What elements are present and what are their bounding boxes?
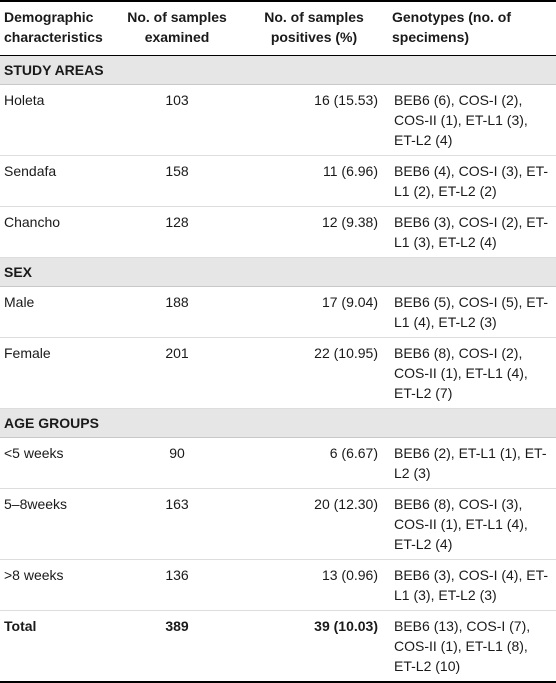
header-demographic: Demographic characteristics xyxy=(0,0,114,56)
row-label: 5–8weeks xyxy=(0,488,114,560)
table-row: Female 201 22 (10.95) BEB6 (8), COS-I (2… xyxy=(0,337,556,409)
row-positives: 13 (0.96) xyxy=(240,559,388,611)
row-genotypes: BEB6 (2), ET-L1 (1), ET-L2 (3) xyxy=(388,437,556,489)
table-row: >8 weeks 136 13 (0.96) BEB6 (3), COS-I (… xyxy=(0,559,556,611)
row-positives: 16 (15.53) xyxy=(240,84,388,156)
table-row: Male 188 17 (9.04) BEB6 (5), COS-I (5), … xyxy=(0,286,556,338)
total-examined: 389 xyxy=(114,610,240,683)
row-label: Holeta xyxy=(0,84,114,156)
table-row: 5–8weeks 163 20 (12.30) BEB6 (8), COS-I … xyxy=(0,488,556,560)
header-examined: No. of samples examined xyxy=(114,0,240,56)
total-row: Total 389 39 (10.03) BEB6 (13), COS-I (7… xyxy=(0,610,556,683)
table-row: Sendafa 158 11 (6.96) BEB6 (4), COS-I (3… xyxy=(0,155,556,207)
row-label: >8 weeks xyxy=(0,559,114,611)
row-genotypes: BEB6 (3), COS-I (4), ET-L1 (3), ET-L2 (3… xyxy=(388,559,556,611)
row-genotypes: BEB6 (5), COS-I (5), ET-L1 (4), ET-L2 (3… xyxy=(388,286,556,338)
section-row-sex: SEX xyxy=(0,257,556,287)
row-examined: 201 xyxy=(114,337,240,409)
row-genotypes: BEB6 (6), COS-I (2), COS-II (1), ET-L1 (… xyxy=(388,84,556,156)
row-genotypes: BEB6 (8), COS-I (2), COS-II (1), ET-L1 (… xyxy=(388,337,556,409)
section-row-study-areas: STUDY AREAS xyxy=(0,55,556,85)
row-examined: 128 xyxy=(114,206,240,258)
row-positives: 12 (9.38) xyxy=(240,206,388,258)
section-row-age-groups: AGE GROUPS xyxy=(0,408,556,438)
section-title: AGE GROUPS xyxy=(0,408,556,438)
row-label: Sendafa xyxy=(0,155,114,207)
total-positives: 39 (10.03) xyxy=(240,610,388,683)
row-examined: 188 xyxy=(114,286,240,338)
table-row: Holeta 103 16 (15.53) BEB6 (6), COS-I (2… xyxy=(0,84,556,156)
total-label: Total xyxy=(0,610,114,683)
row-positives: 6 (6.67) xyxy=(240,437,388,489)
total-genotypes: BEB6 (13), COS-I (7), COS-II (1), ET-L1 … xyxy=(388,610,556,683)
row-positives: 17 (9.04) xyxy=(240,286,388,338)
row-positives: 11 (6.96) xyxy=(240,155,388,207)
row-examined: 158 xyxy=(114,155,240,207)
header-row: Demographic characteristics No. of sampl… xyxy=(0,0,556,56)
row-examined: 90 xyxy=(114,437,240,489)
row-genotypes: BEB6 (8), COS-I (3), COS-II (1), ET-L1 (… xyxy=(388,488,556,560)
row-positives: 22 (10.95) xyxy=(240,337,388,409)
row-examined: 103 xyxy=(114,84,240,156)
row-label: Male xyxy=(0,286,114,338)
header-genotypes: Genotypes (no. of specimens) xyxy=(388,0,556,56)
table-row: <5 weeks 90 6 (6.67) BEB6 (2), ET-L1 (1)… xyxy=(0,437,556,489)
row-genotypes: BEB6 (4), COS-I (3), ET-L1 (2), ET-L2 (2… xyxy=(388,155,556,207)
row-label: Female xyxy=(0,337,114,409)
table-row: Chancho 128 12 (9.38) BEB6 (3), COS-I (2… xyxy=(0,206,556,258)
header-positives: No. of samples positives (%) xyxy=(240,0,388,56)
row-label: Chancho xyxy=(0,206,114,258)
row-label: <5 weeks xyxy=(0,437,114,489)
row-genotypes: BEB6 (3), COS-I (2), ET-L1 (3), ET-L2 (4… xyxy=(388,206,556,258)
section-title: STUDY AREAS xyxy=(0,55,556,85)
row-examined: 136 xyxy=(114,559,240,611)
row-positives: 20 (12.30) xyxy=(240,488,388,560)
row-examined: 163 xyxy=(114,488,240,560)
section-title: SEX xyxy=(0,257,556,287)
